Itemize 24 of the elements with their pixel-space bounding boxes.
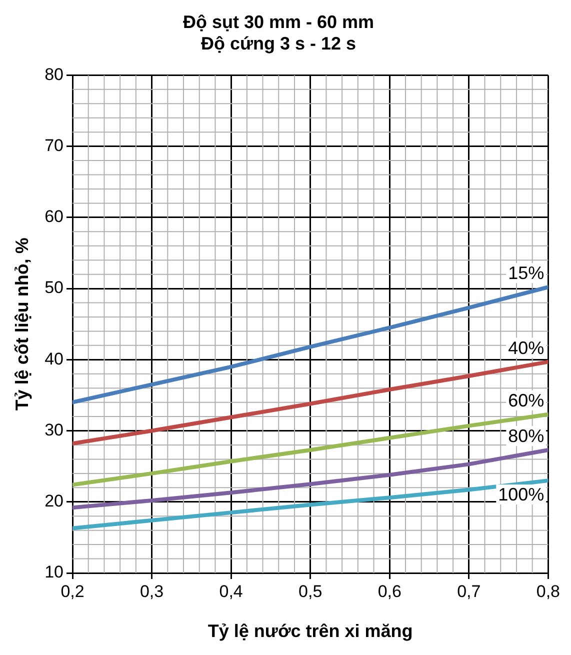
x-tick-label: 0,4 (219, 582, 243, 601)
x-tick-label: 0,6 (378, 582, 402, 601)
y-axis-title: Tỷ lệ cốt liệu nhỏ, % (12, 238, 32, 411)
y-tick-label: 20 (44, 492, 64, 511)
series-label: 40% (508, 338, 544, 358)
y-tick-label: 50 (44, 278, 64, 298)
x-tick-label: 0,3 (140, 582, 164, 601)
series-label: 100% (498, 484, 544, 505)
y-tick-label: 10 (44, 562, 64, 582)
x-axis-title: Tỷ lệ nước trên xi măng (208, 621, 413, 642)
y-tick-label: 60 (44, 207, 64, 226)
y-tick-label: 40 (44, 349, 64, 368)
x-tick-label: 0,2 (60, 582, 84, 601)
series-label: 60% (508, 390, 544, 410)
chart-subtitle: Độ cứng 3 s - 12 s (200, 33, 356, 54)
y-tick-label: 30 (44, 420, 64, 440)
y-tick-label: 70 (44, 136, 64, 155)
x-tick-label: 0,8 (536, 582, 560, 601)
series-label: 80% (508, 426, 544, 446)
x-tick-label: 0,7 (457, 582, 481, 601)
x-tick-label: 0,5 (298, 582, 322, 601)
chart-title: Độ sụt 30 mm - 60 mm (182, 12, 374, 32)
series-label: 15% (508, 263, 544, 284)
y-tick-label: 80 (44, 64, 64, 84)
